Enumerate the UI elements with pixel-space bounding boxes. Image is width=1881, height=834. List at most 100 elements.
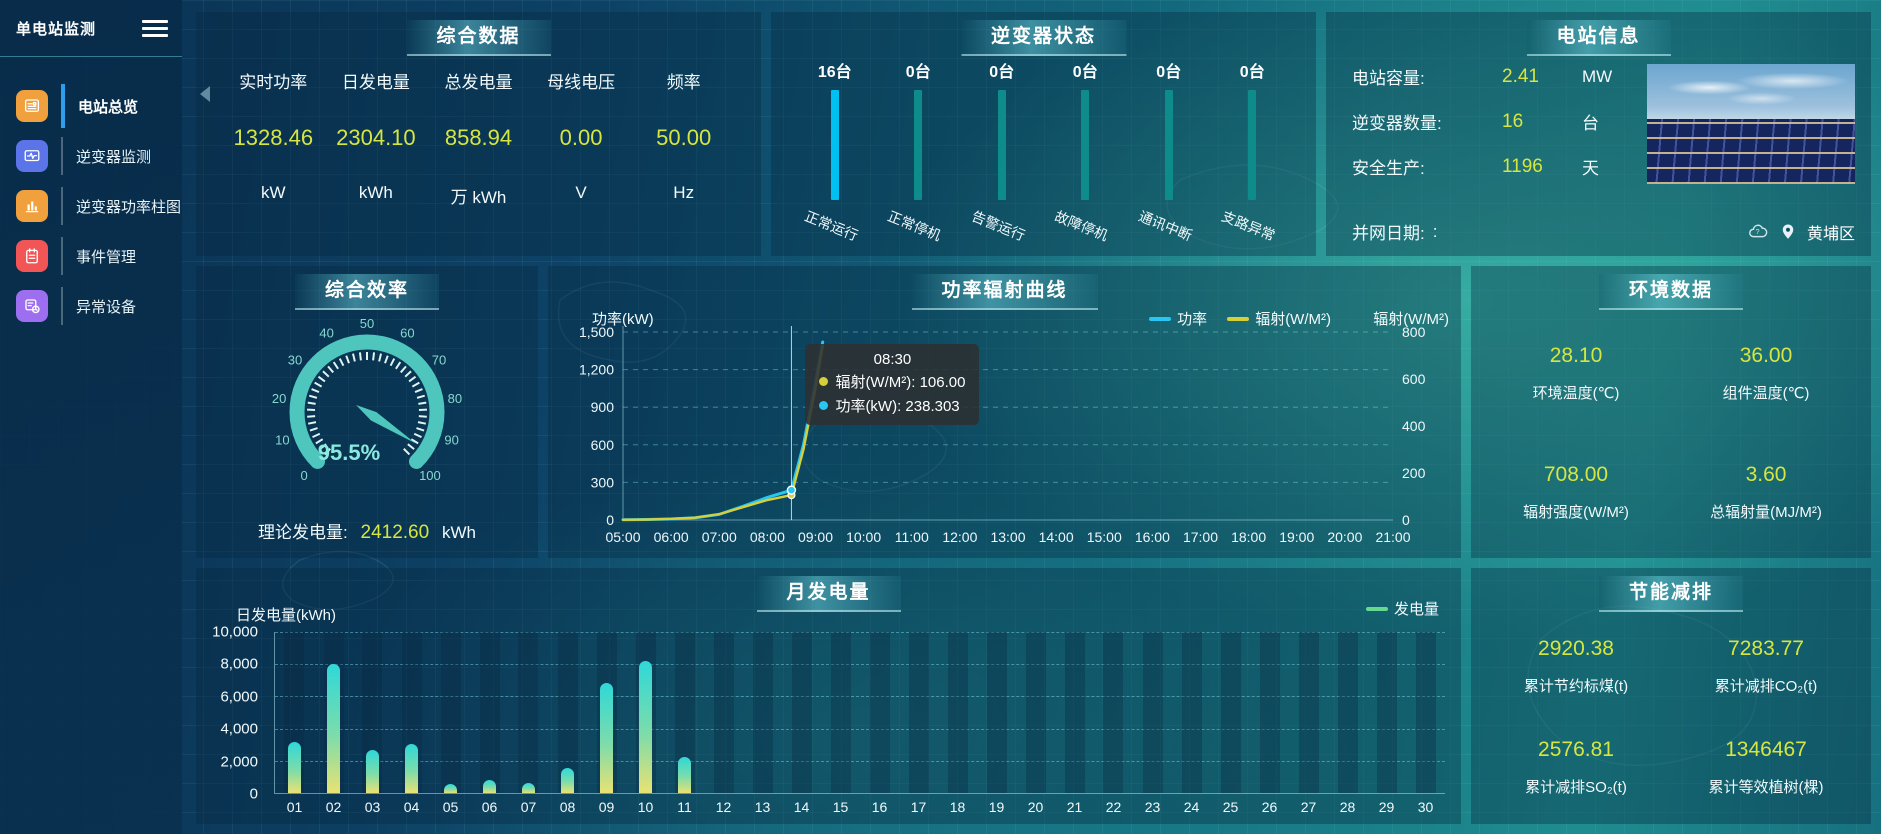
gauge-tick-label: 20 xyxy=(272,391,286,406)
monthly-legend[interactable]: 发电量 xyxy=(1365,598,1439,619)
hamburger-menu-icon[interactable] xyxy=(142,16,168,41)
x-axis-tick-label: 15 xyxy=(832,799,849,815)
theoretical-generation-unit: kWh xyxy=(441,523,476,542)
tooltip-series-dot xyxy=(819,377,829,386)
metric-value: 3.60 xyxy=(1745,463,1787,486)
monthly-legend-label: 发电量 xyxy=(1393,601,1439,618)
efficiency-footer: 理论发电量: 2412.60 kWh xyxy=(196,518,538,544)
bar-background-band xyxy=(1142,632,1163,793)
x-axis-tick-label: 13:00 xyxy=(990,529,1025,545)
metric-value: 28.10 xyxy=(1549,344,1603,367)
x-axis-tick-label: 21:00 xyxy=(1375,529,1410,545)
sidebar-item-label: 事件管理 xyxy=(76,248,137,266)
right-axis-tick-label: 0 xyxy=(1402,512,1410,528)
x-axis-tick-label: 26 xyxy=(1261,799,1278,815)
x-axis-tick-label: 14 xyxy=(793,799,810,815)
x-axis-tick-label: 29 xyxy=(1378,799,1395,815)
panel-efficiency: 综合效率 0 10 20 30 40 50 60 70 80 90 100 95.5% 理论发电量: … xyxy=(196,266,538,558)
bar-background-band xyxy=(713,632,734,793)
sidebar-item-1[interactable]: 逆变器监测 xyxy=(0,133,182,179)
x-axis-tick-label: 07 xyxy=(520,799,537,815)
metric-value: 2576.81 xyxy=(1538,738,1614,761)
inverter-state-label: 支路异常 xyxy=(1219,207,1278,244)
metric-label: 母线电压 xyxy=(547,73,616,92)
legend-item[interactable]: 辐射(W/M²) xyxy=(1227,308,1331,329)
station-row-value: 1196 xyxy=(1502,155,1543,177)
bar-background-band xyxy=(1337,632,1358,793)
efficiency-gauge[interactable]: 0 10 20 30 40 50 60 70 80 90 100 95.5% xyxy=(196,304,538,512)
summary-metric: 频率 50.00 Hz xyxy=(632,68,735,208)
monthly-bar-chart[interactable]: 01 02 03 04 05 06 07 08 09 10 11 12 13 14 15 16 17 18 19 20… xyxy=(274,632,1445,815)
tooltip-time: 08:30 xyxy=(873,351,912,368)
location-pin-icon[interactable] xyxy=(1779,222,1797,242)
environment-metrics: 28.10 环境温度(℃) 36.00 组件温度(℃) 708.00 辐射强度(W/M²)… xyxy=(1481,314,1861,552)
x-axis-tick-label: 10 xyxy=(637,799,654,815)
power-curve-canvas[interactable]: 0 300 600 900 1,200 1,500 0 200 400 600 800 05:00 06… xyxy=(548,266,1461,558)
x-axis-tick-label: 22 xyxy=(1105,799,1122,815)
bar-background-band xyxy=(1064,632,1085,793)
right-axis-tick-label: 200 xyxy=(1402,465,1426,481)
panel-monthly-generation: 月发电量 日发电量(kWh) 发电量 0 2,000 4,000 6,000 8,000… xyxy=(196,568,1461,824)
sidebar-item-4[interactable]: 异常设备 xyxy=(0,283,182,329)
metric-label: 累计减排SO₂(t) xyxy=(1525,779,1627,796)
legend-dash-icon xyxy=(1227,316,1250,321)
weather-cloud-icon[interactable]: ? xyxy=(1747,221,1769,243)
inverter-status-item: 16台 正常运行 xyxy=(793,58,877,244)
x-axis-tick-label: 25 xyxy=(1222,799,1239,815)
x-axis-tick-label: 08:00 xyxy=(750,529,785,545)
gauge-tick-label: 80 xyxy=(448,391,462,406)
inverter-label-wrap: 正常运行 xyxy=(793,200,877,244)
sidebar-item-3[interactable]: 事件管理 xyxy=(0,233,182,279)
tooltip-text: 功率(kW): 238.303 xyxy=(835,398,960,415)
bar-background-band xyxy=(1103,632,1124,793)
y-axis-tick-label: 6,000 xyxy=(220,688,258,706)
inverter-label-wrap: 支路异常 xyxy=(1211,200,1295,244)
inverter-label-wrap: 故障停机 xyxy=(1044,200,1128,244)
station-photo xyxy=(1647,64,1855,184)
metric-label: 实时功率 xyxy=(239,73,308,92)
x-axis-tick-label: 06:00 xyxy=(654,529,689,545)
gauge-tick-label: 30 xyxy=(288,353,302,368)
inverter-label-wrap: 正常停机 xyxy=(877,200,961,244)
theoretical-generation-value: 2412.60 xyxy=(360,522,430,543)
gauge-tick-label: 100 xyxy=(419,468,441,483)
menu-item-divider xyxy=(61,137,63,175)
inverter-status-chart[interactable]: 16台 正常运行 0台 正常停机 0台 告警运行 0台 故障停机 0台 通讯中断 0台 支路异常 xyxy=(771,12,1316,244)
bar-background-band xyxy=(791,632,812,793)
metric-value: 0.00 xyxy=(559,125,603,150)
bar-background-band xyxy=(752,632,773,793)
station-row-value: 16 xyxy=(1502,110,1524,132)
bar-background-band xyxy=(1181,632,1202,793)
photo-sky xyxy=(1647,70,1855,114)
gridline xyxy=(275,664,1445,666)
metric-unit: kWh xyxy=(358,183,393,202)
event-icon xyxy=(16,240,48,272)
left-axis-tick-label: 600 xyxy=(591,437,615,453)
inverter-count: 0台 xyxy=(905,64,931,81)
metric-value: 2304.10 xyxy=(336,125,416,150)
sidebar-item-0[interactable]: 电站总览 xyxy=(0,83,182,129)
metric-value: 50.00 xyxy=(656,125,712,150)
sidebar-item-2[interactable]: 逆变器功率柱图 xyxy=(0,183,182,229)
sidebar-collapse-arrow[interactable] xyxy=(200,86,210,102)
gauge-tick-label: 10 xyxy=(275,433,289,448)
inverter-count: 0台 xyxy=(1239,64,1265,81)
sidebar-item-label: 电站总览 xyxy=(78,98,139,116)
svg-text:?: ? xyxy=(1755,226,1759,235)
bar-background-band xyxy=(1220,632,1241,793)
saving-metrics: 2920.38 累计节约标煤(t) 7283.77 累计减排CO₂(t) 2576.81… xyxy=(1481,616,1861,818)
metric-unit: V xyxy=(575,183,587,202)
sidebar-item-label: 异常设备 xyxy=(76,298,137,316)
bar-background-band xyxy=(557,632,578,793)
metric-cell: 28.10 环境温度(℃) xyxy=(1481,344,1671,403)
panel-summary: 综合数据 实时功率 1328.46 kW 日发电量 2304.10 kWh 总发电量 858.… xyxy=(196,12,761,256)
power-bars-icon xyxy=(16,190,48,222)
x-axis-tick-label: 15:00 xyxy=(1087,529,1122,545)
left-axis-tick-label: 1,500 xyxy=(579,324,614,340)
sidebar-menu: 电站总览逆变器监测 逆变器功率柱图事件管理异常设备 xyxy=(0,57,182,329)
tooltip-series-dot xyxy=(819,401,829,410)
inverter-state-label: 告警运行 xyxy=(969,207,1028,244)
legend-item[interactable]: 功率 xyxy=(1149,308,1207,329)
inverter-bar xyxy=(1248,90,1257,200)
panel-energy-saving: 节能减排 2920.38 累计节约标煤(t) 7283.77 累计减排CO₂(t) 25… xyxy=(1471,568,1871,824)
